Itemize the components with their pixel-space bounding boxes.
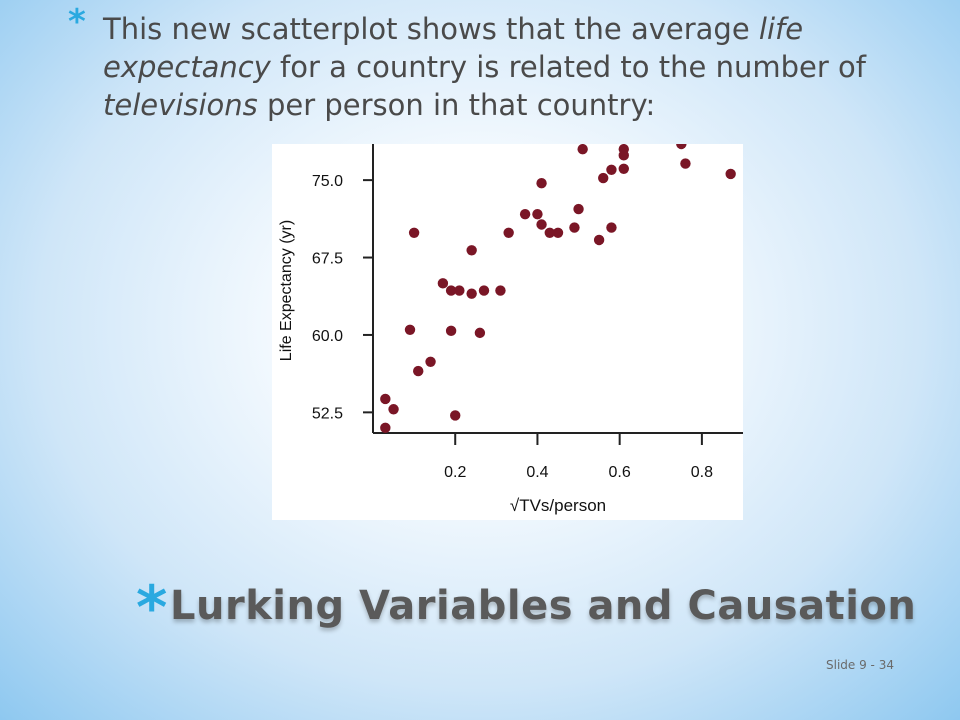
scatterplot-svg: 52.5 60.0 67.5 75.0 0.2 0.4 0.6 0.8 √TVs/person L… bbox=[278, 144, 743, 515]
data-point bbox=[544, 227, 555, 238]
data-point bbox=[380, 422, 391, 434]
x-tick-label: 0.8 bbox=[691, 464, 713, 481]
data-point bbox=[474, 327, 486, 339]
data-point bbox=[519, 208, 531, 220]
data-point bbox=[445, 285, 457, 296]
data-point bbox=[552, 227, 564, 238]
data-point bbox=[445, 325, 457, 337]
data-point bbox=[606, 164, 617, 176]
scatterplot: 52.5 60.0 67.5 75.0 0.2 0.4 0.6 0.8 √TVs/person L… bbox=[272, 144, 743, 520]
body-text-segment: for a country is related to the number o… bbox=[270, 50, 866, 84]
title-star-icon: * bbox=[136, 573, 168, 643]
data-point bbox=[725, 168, 736, 180]
body-text-segment: per person in that country: bbox=[257, 88, 656, 122]
data-point bbox=[450, 410, 461, 421]
data-point bbox=[577, 144, 588, 155]
data-point bbox=[606, 222, 617, 233]
body-text-segment: televisions bbox=[103, 88, 258, 122]
data-point bbox=[593, 234, 605, 246]
bullet-star-icon: * bbox=[68, 2, 86, 42]
y-tick-label: 52.5 bbox=[312, 405, 343, 422]
data-point bbox=[680, 158, 691, 169]
y-tick-label: 67.5 bbox=[312, 251, 343, 268]
slide-number: Slide 9 - 34 bbox=[826, 658, 894, 672]
data-point bbox=[466, 288, 477, 299]
y-axis-label: Life Expectancy (yr) bbox=[278, 220, 295, 361]
data-point bbox=[676, 144, 687, 150]
data-point bbox=[569, 222, 580, 233]
data-point bbox=[618, 144, 629, 155]
data-point bbox=[454, 285, 465, 296]
data-point bbox=[466, 245, 477, 256]
y-tick-label: 75.0 bbox=[312, 173, 343, 190]
data-point bbox=[598, 172, 609, 184]
data-point bbox=[425, 356, 436, 367]
data-point bbox=[408, 227, 420, 238]
data-point bbox=[618, 163, 629, 174]
data-point bbox=[532, 208, 543, 220]
data-point bbox=[503, 227, 514, 238]
data-point bbox=[573, 203, 584, 215]
body-text: This new scatterplot shows that the aver… bbox=[103, 10, 933, 124]
data-point bbox=[413, 365, 424, 377]
data-point bbox=[495, 285, 506, 296]
data-point bbox=[536, 178, 547, 189]
slide-title: Lurking Variables and Causation bbox=[170, 583, 917, 629]
body-text-segment: This new scatterplot shows that the aver… bbox=[103, 12, 759, 46]
x-axis-label: √TVs/person bbox=[510, 496, 606, 515]
data-point bbox=[388, 404, 399, 415]
data-point bbox=[536, 219, 547, 230]
x-tick-label: 0.4 bbox=[526, 464, 548, 481]
x-tick-label: 0.6 bbox=[609, 464, 631, 481]
x-tick-label: 0.2 bbox=[444, 464, 466, 481]
body-text-segment: life expectancy bbox=[103, 12, 804, 84]
data-point bbox=[478, 285, 490, 296]
data-point bbox=[380, 393, 391, 405]
data-point bbox=[437, 278, 449, 289]
y-tick-label: 60.0 bbox=[312, 328, 343, 345]
data-point bbox=[404, 324, 416, 335]
